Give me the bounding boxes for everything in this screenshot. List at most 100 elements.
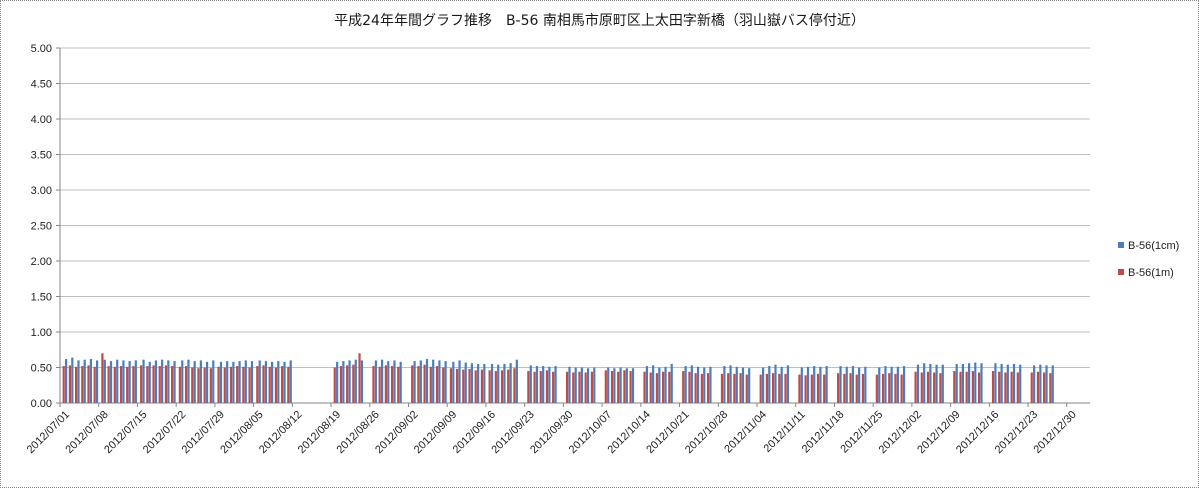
y-tick-label: 0.00 [31,398,52,410]
bar-series2 [629,371,632,403]
y-tick-label: 1.50 [31,292,52,304]
bar-series2 [527,371,530,403]
bar-series2 [953,371,956,403]
bar-series2 [126,366,129,403]
bar-series2 [209,368,212,403]
bar-series1 [586,368,590,403]
bar-series2 [894,373,897,403]
bar-series1 [393,360,396,403]
bar-series1 [735,366,738,403]
bar-series2 [778,373,781,403]
bar-series2 [101,353,104,403]
bar-series2 [140,365,143,403]
bar-series1 [444,361,447,403]
bar-series1 [664,366,667,403]
bar-series2 [694,373,697,403]
bar-series2 [500,370,504,403]
bar-series1 [387,361,390,403]
bar-series2 [759,374,762,403]
bar-series1 [89,358,92,403]
bar-series2 [855,374,858,403]
bar-series1 [935,364,938,403]
bar-series1 [529,365,532,403]
bar-series1 [813,366,816,403]
bar-series2 [816,373,820,403]
bar-series1 [709,366,712,403]
bar-series1 [336,361,339,403]
bar-series2 [68,365,71,403]
bar-series1 [923,363,926,403]
bar-series2 [649,372,652,403]
bar-series2 [810,374,813,403]
bar-series2 [745,374,748,403]
bar-series2 [262,365,265,403]
bar-series1 [438,360,441,403]
bar-series1 [142,359,145,403]
bar-series1 [122,360,125,403]
bar-series1 [696,366,700,403]
bar-series1 [670,363,673,403]
gridlines [56,47,1090,404]
bar-series2 [81,366,84,403]
bar-series2 [881,373,885,403]
bar-series2 [643,371,646,403]
bar-series1 [690,365,693,403]
bar-series1 [258,360,261,403]
bar-series1 [607,367,610,403]
bars [62,353,1054,403]
bar-series2 [539,371,542,403]
bar-series1 [515,359,518,403]
bar-series2 [274,367,278,403]
bar-series1 [71,357,74,403]
bar-series2 [152,365,155,403]
bar-series1 [283,361,286,403]
bar-series2 [965,371,968,403]
bar-series1 [896,366,899,403]
bar-series2 [494,371,497,403]
bar-series1 [800,367,803,403]
bar-series2 [411,365,414,403]
bar-series1 [360,360,364,403]
bar-series2 [888,373,891,403]
bar-series1 [768,366,771,403]
bar-series2 [423,364,426,403]
bar-series1 [477,363,480,403]
bar-series1 [780,366,783,403]
bar-series1 [994,363,997,403]
bar-series2 [959,371,962,403]
legend-swatch-series2 [1118,269,1124,275]
bar-series1 [574,367,577,403]
bar-series1 [631,368,635,403]
chart-title: 平成24年年間グラフ推移 B-56 南相馬市原町区上太田字新橋（羽山嶽バス停付近… [334,13,865,29]
bar-series1 [432,359,435,403]
bar-series1 [173,361,176,403]
bar-series2 [178,366,181,403]
bar-series1 [1045,365,1048,403]
axes [59,48,1090,407]
bar-series1 [548,366,551,403]
bar-series1 [187,359,190,403]
bar-series2 [384,365,387,403]
bar-series2 [203,367,206,403]
bar-series1 [452,361,455,403]
bar-series2 [700,373,703,403]
bar-series1 [786,365,789,403]
bar-series1 [264,361,268,403]
bar-series2 [590,371,593,403]
bar-series1 [748,368,751,403]
bar-series2 [998,371,1001,403]
bar-series2 [1010,371,1013,403]
bar-series2 [397,366,400,403]
bar-series1 [864,366,867,403]
bar-series2 [281,366,284,403]
bar-series2 [449,368,453,403]
bar-series2 [533,371,536,403]
bar-series2 [158,366,161,403]
y-tick-label: 3.00 [31,185,52,197]
bar-series2 [572,372,575,403]
bar-series1 [181,360,184,403]
bar-series1 [342,361,345,403]
bar-series2 [1030,372,1033,403]
bar-series2 [352,364,355,403]
